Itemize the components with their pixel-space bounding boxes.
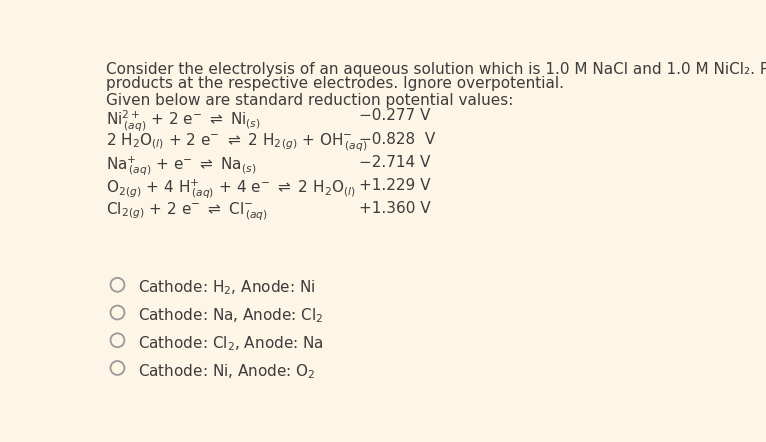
Text: Cl$_2{}_{(g)}$ + 2 e$^{-}$ $\rightleftharpoons$ Cl$^{-}_{\,(aq)}$: Cl$_2{}_{(g)}$ + 2 e$^{-}$ $\rightleftha…: [106, 201, 268, 223]
Text: Cathode: Na, Anode: Cl$_2$: Cathode: Na, Anode: Cl$_2$: [139, 306, 324, 325]
Text: +1.229 V: +1.229 V: [359, 178, 430, 193]
Text: Ni$^{2+}_{\,(aq)}$ + 2 e$^{-}$ $\rightleftharpoons$ Ni$_{(s)}$: Ni$^{2+}_{\,(aq)}$ + 2 e$^{-}$ $\rightle…: [106, 108, 261, 133]
Text: +1.360 V: +1.360 V: [359, 201, 430, 216]
Text: Consider the electrolysis of an aqueous solution which is 1.0 M NaCl and 1.0 M N: Consider the electrolysis of an aqueous …: [106, 62, 766, 77]
Text: −0.277 V: −0.277 V: [359, 108, 430, 123]
Text: Given below are standard reduction potential values:: Given below are standard reduction poten…: [106, 93, 514, 108]
Text: 2 H$_2$O$_{(l)}$ + 2 e$^{-}$ $\rightleftharpoons$ 2 H$_2{}_{(g)}$ + OH$^{-}_{\,(: 2 H$_2$O$_{(l)}$ + 2 e$^{-}$ $\rightleft…: [106, 132, 368, 154]
Text: Cathode: Cl$_2$, Anode: Na: Cathode: Cl$_2$, Anode: Na: [139, 334, 324, 353]
Text: −2.714 V: −2.714 V: [359, 155, 430, 170]
Text: −0.828  V: −0.828 V: [359, 132, 436, 147]
Text: Cathode: Ni, Anode: O$_2$: Cathode: Ni, Anode: O$_2$: [139, 362, 316, 381]
Text: products at the respective electrodes. Ignore overpotential.: products at the respective electrodes. I…: [106, 76, 565, 91]
Text: O$_2{}_{(g)}$ + 4 H$^{+}_{\,(aq)}$ + 4 e$^{-}$ $\rightleftharpoons$ 2 H$_2$O$_{(: O$_2{}_{(g)}$ + 4 H$^{+}_{\,(aq)}$ + 4 e…: [106, 178, 356, 202]
Text: Cathode: H$_2$, Anode: Ni: Cathode: H$_2$, Anode: Ni: [139, 278, 316, 297]
Text: Na$^{+}_{\,(aq)}$ + e$^{-}$ $\rightleftharpoons$ Na$_{(s)}$: Na$^{+}_{\,(aq)}$ + e$^{-}$ $\rightlefth…: [106, 155, 257, 179]
